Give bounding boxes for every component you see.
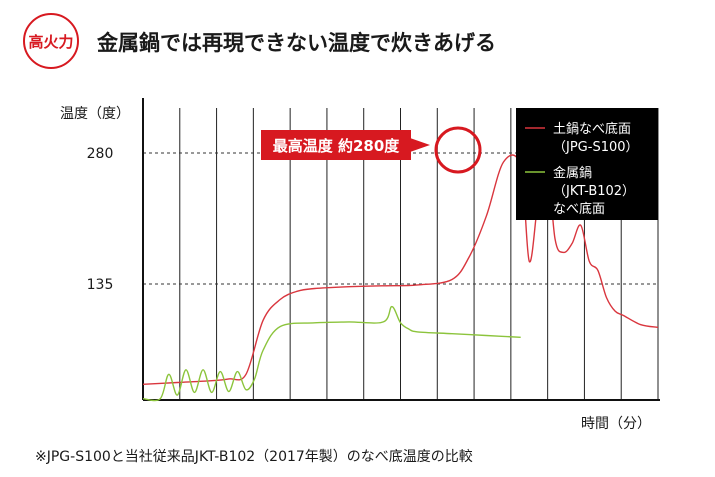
- donabe-series-line: [142, 153, 659, 385]
- series-lines: [142, 153, 659, 402]
- legend-label: （JPG-S100）: [553, 140, 639, 155]
- chart-grid: [179, 108, 659, 400]
- x-axis-label: 時間（分）: [581, 416, 651, 432]
- legend-label: 土鍋なべ底面: [553, 121, 631, 137]
- max-temp-annotation: 最高温度 約280度: [261, 126, 482, 174]
- peak-highlight-circle: [434, 126, 482, 174]
- legend-box: [516, 108, 658, 220]
- annotation-arrow: [410, 138, 430, 152]
- annotation-label: 最高温度 約280度: [273, 137, 401, 155]
- y-axis-label: 温度（度）: [60, 106, 130, 122]
- annotation-box: [261, 130, 411, 160]
- page-title: 金属鍋では再現できない温度で炊きあげる: [97, 31, 496, 55]
- legend-label: （JKT-B102）: [553, 184, 635, 199]
- high-heat-badge: 高火力: [23, 13, 79, 69]
- footnote: ※JPG-S100と当社従来品JKT-B102（2017年製）のなべ底温度の比較: [35, 449, 473, 465]
- legend-label: なべ底面: [553, 201, 605, 217]
- legend-label: 金属鍋: [553, 165, 592, 181]
- y-tick-label: 280: [87, 146, 114, 162]
- chart-axes: 温度（度） 時間（分）: [60, 98, 660, 432]
- y-tick-label: 135: [87, 277, 114, 293]
- reference-lines: 135 280: [87, 146, 658, 293]
- legend: 土鍋なべ底面 （JPG-S100） 金属鍋 （JKT-B102） なべ底面: [516, 108, 658, 220]
- metal-pot-series-line: [142, 305, 521, 402]
